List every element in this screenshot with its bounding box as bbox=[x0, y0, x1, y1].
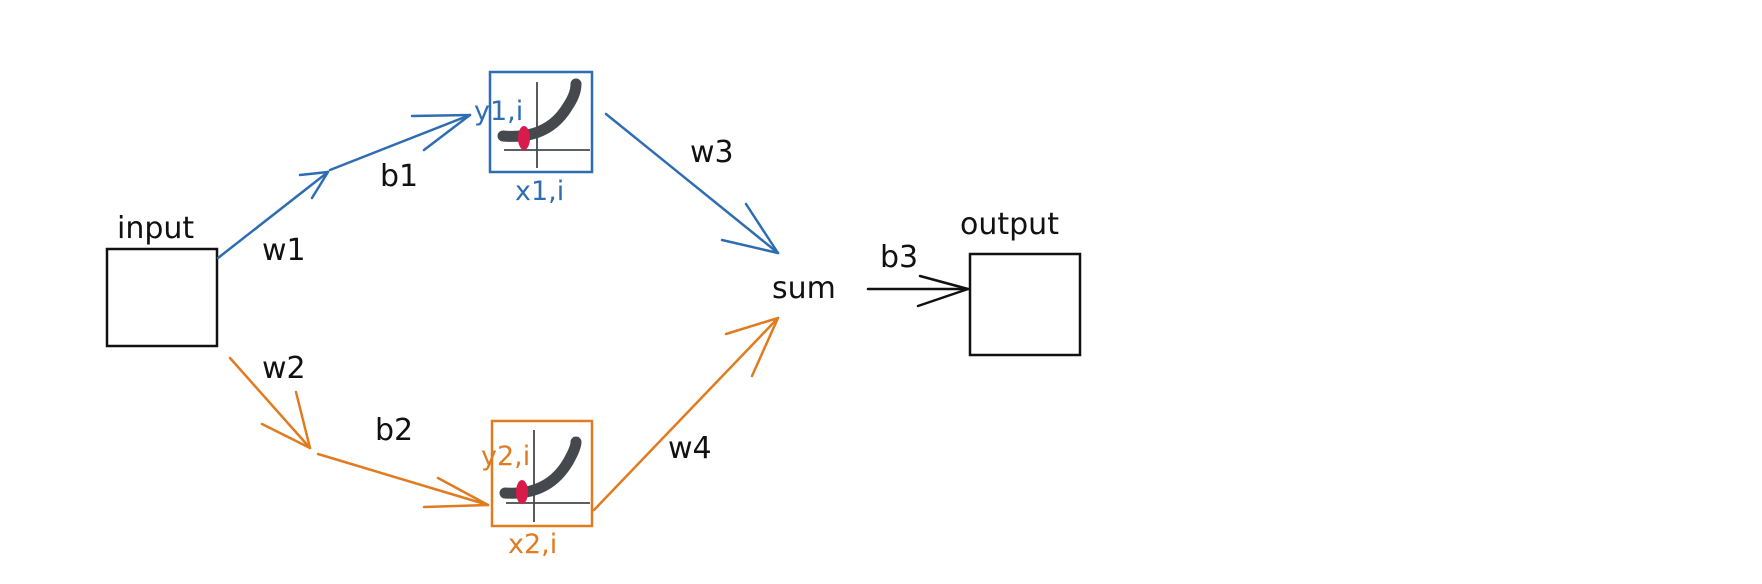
w1-arrowhead bbox=[298, 170, 330, 200]
output-label: output bbox=[960, 207, 1059, 242]
b3-label: b3 bbox=[880, 240, 918, 275]
w1-label: w1 bbox=[262, 233, 306, 268]
b1-arrowhead bbox=[410, 113, 472, 152]
w3-arrow bbox=[604, 112, 780, 255]
w3-arrowhead bbox=[720, 202, 780, 255]
output-node: output bbox=[960, 207, 1082, 357]
b2-arrowhead bbox=[422, 476, 490, 509]
sum-to-output bbox=[866, 274, 970, 308]
activation-top: y1,i x1,i bbox=[474, 70, 594, 207]
activation-top-x-label: x1,i bbox=[515, 176, 564, 207]
b2-arrow bbox=[316, 452, 490, 507]
w2-arrowhead bbox=[260, 390, 312, 450]
w2-label: w2 bbox=[262, 351, 306, 386]
input-node: input bbox=[105, 211, 219, 348]
activation-top-point bbox=[518, 126, 530, 150]
w4-label: w4 bbox=[668, 431, 712, 466]
input-label: input bbox=[117, 211, 194, 246]
w4-arrow bbox=[592, 316, 780, 512]
b1-arrow bbox=[328, 113, 472, 172]
w4-arrowhead bbox=[724, 316, 780, 378]
sum-label: sum bbox=[772, 271, 836, 306]
input-box bbox=[105, 247, 219, 348]
w2-arrow bbox=[228, 356, 312, 450]
activation-top-y-label: y1,i bbox=[474, 96, 523, 127]
activation-bottom-y-label: y2,i bbox=[481, 441, 530, 472]
b1-label: b1 bbox=[380, 159, 418, 194]
b3-arrowhead bbox=[916, 274, 970, 308]
w1-arrow bbox=[216, 170, 330, 260]
orange-branch-arrows bbox=[228, 316, 780, 512]
b2-label: b2 bbox=[375, 413, 413, 448]
activation-bottom: y2,i x2,i bbox=[481, 419, 594, 560]
activation-bottom-x-label: x2,i bbox=[508, 529, 557, 560]
activation-bottom-point bbox=[516, 480, 528, 504]
activation-bottom-box bbox=[490, 419, 594, 528]
activation-top-box bbox=[488, 70, 594, 174]
w3-label: w3 bbox=[690, 135, 734, 170]
blue-branch-arrows bbox=[216, 112, 780, 260]
output-box bbox=[968, 252, 1082, 357]
